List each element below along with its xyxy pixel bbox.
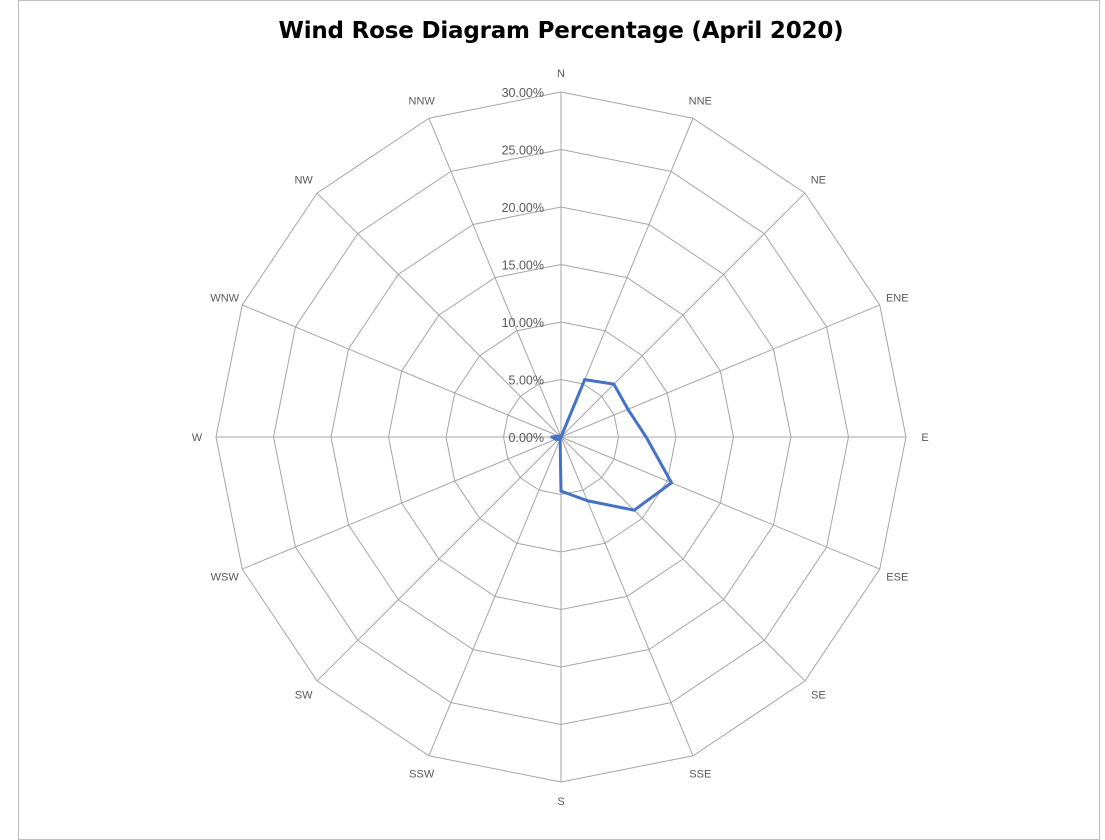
data-point-wsw <box>554 437 558 441</box>
direction-label-wnw: WNW <box>210 293 239 305</box>
grid-spoke <box>428 118 562 438</box>
radar-grid <box>215 91 907 783</box>
chart-frame <box>18 0 1100 840</box>
data-point-ne <box>612 382 616 386</box>
data-point-se <box>632 508 636 512</box>
direction-label-ese: ESE <box>886 571 908 583</box>
data-point-e <box>644 435 648 439</box>
chart-title: Wind Rose Diagram Percentage (April 2020… <box>278 18 844 44</box>
direction-label-s: S <box>557 796 564 808</box>
data-point-sw <box>557 437 561 441</box>
radial-tick-label: 30.00% <box>502 86 544 100</box>
radial-axis-ticks: 0.00% 5.00% 10.00% 15.00% 20.00% 25.00% 30.00% <box>502 86 544 445</box>
direction-label-ne: NE <box>811 175 826 187</box>
direction-label-nw: NW <box>294 175 313 187</box>
grid-spoke <box>428 436 562 756</box>
radial-tick-label: 15.00% <box>502 259 544 273</box>
data-point-nnw <box>559 434 563 438</box>
radial-tick-label: 10.00% <box>502 316 544 330</box>
radial-tick-label: 20.00% <box>502 201 544 215</box>
grid-spoke <box>560 436 694 756</box>
grid-spoke <box>316 436 562 682</box>
direction-label-ene: ENE <box>886 293 909 305</box>
direction-labels: N NNE NE ENE E ESE SE SSE S SSW SW WSW W WNW NW NNW <box>192 68 929 808</box>
grid-spoke <box>560 436 880 570</box>
grid-spoke <box>242 304 562 438</box>
grid-spoke <box>560 192 806 438</box>
data-point-ene <box>626 407 630 411</box>
data-point-sse <box>585 499 589 503</box>
data-point-w <box>550 435 554 439</box>
direction-label-nnw: NNW <box>409 96 436 108</box>
direction-label-w: W <box>192 432 203 444</box>
data-point-s <box>559 489 563 493</box>
radial-tick-label: 5.00% <box>509 374 544 388</box>
direction-label-sw: SW <box>295 689 313 701</box>
direction-label-wsw: WSW <box>211 571 240 583</box>
radial-tick-label: 25.00% <box>502 144 544 158</box>
direction-label-ssw: SSW <box>409 768 435 780</box>
grid-spoke <box>560 304 880 438</box>
direction-label-se: SE <box>811 689 826 701</box>
series-layer <box>550 378 673 512</box>
direction-label-sse: SSE <box>689 768 711 780</box>
grid-spoke <box>560 436 806 682</box>
wind-rose-chart: 0.00% 5.00% 10.00% 15.00% 20.00% 25.00% 30.00%… <box>192 68 929 808</box>
radial-tick-label: 0.00% <box>509 431 544 445</box>
direction-label-n: N <box>557 68 565 80</box>
data-point-nne <box>583 378 587 382</box>
series-line-0 <box>550 378 673 512</box>
data-point-ese <box>670 481 673 485</box>
direction-label-e: E <box>921 432 928 444</box>
grid-spoke <box>242 436 562 570</box>
direction-label-nne: NNE <box>689 96 712 108</box>
grid-spoke <box>316 192 562 438</box>
